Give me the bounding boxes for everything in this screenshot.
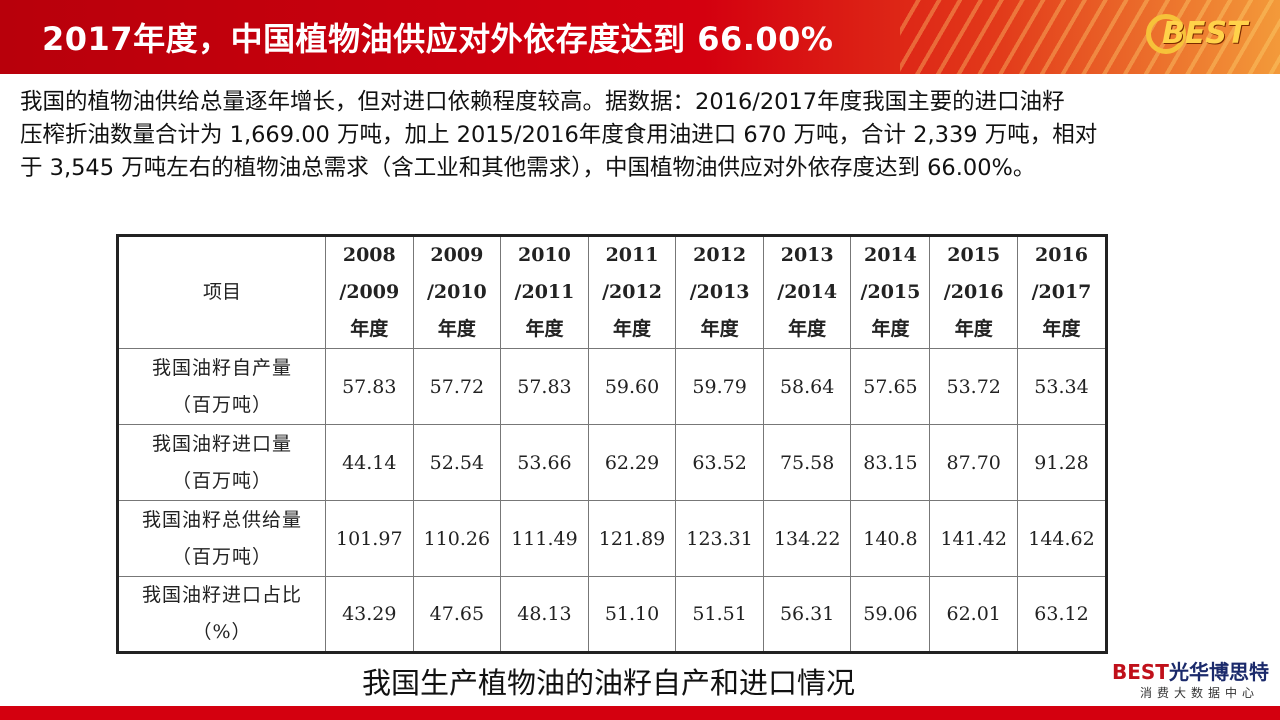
table-cell: 58.64	[762, 348, 852, 425]
table-row: 我国油籽进口量 （百万吨） 44.14 52.54 53.66 62.29 63.…	[117, 424, 1107, 501]
table-cell: 47.65	[412, 576, 502, 653]
table-cell: 56.31	[762, 576, 852, 653]
best-logo: BEST	[1140, 6, 1250, 66]
table-cell: 87.70	[929, 424, 1018, 501]
brand-latin: BEST	[1112, 660, 1169, 684]
table-cell: 53.66	[500, 424, 589, 501]
table-cell: 111.49	[500, 500, 589, 577]
table-cell: 121.89	[587, 500, 677, 577]
table-cell: 57.72	[412, 348, 502, 425]
table-cell: 123.31	[675, 500, 764, 577]
item-header: 项目	[117, 235, 326, 349]
year-header: 2008/2009 年度	[325, 235, 414, 349]
table-cell: 43.29	[325, 576, 414, 653]
paragraph-line: 于 3,545 万吨左右的植物油总需求（含工业和其他需求），中国植物油供应对外依…	[20, 155, 1036, 181]
table-cell: 134.22	[762, 500, 852, 577]
table-cell: 101.97	[325, 500, 414, 577]
table-cell: 144.62	[1017, 500, 1107, 577]
table-cell: 57.65	[850, 348, 931, 425]
brand-subtitle: 消费大数据中心	[1140, 686, 1260, 700]
logo-ring-icon	[1146, 14, 1186, 54]
paragraph-line: 我国的植物油供给总量逐年增长，但对进口依赖程度较高。据数据：2016/2017年…	[20, 89, 1065, 115]
table-caption: 我国生产植物油的油籽自产和进口情况	[362, 666, 856, 700]
table-cell: 44.14	[325, 424, 414, 501]
paragraph-line: 压榨折油数量合计为 1,669.00 万吨，加上 2015/2016年度食用油进…	[20, 122, 1098, 148]
brand-logo: BEST光华博思特 消费大数据中心	[1112, 656, 1272, 704]
table-row: 我国油籽自产量 （百万吨） 57.83 57.72 57.83 59.60 59.…	[117, 348, 1107, 425]
row-label: 我国油籽自产量 （百万吨）	[117, 348, 326, 425]
row-label: 我国油籽进口占比 （%）	[117, 576, 326, 653]
table-cell: 52.54	[412, 424, 502, 501]
table-cell: 48.13	[500, 576, 589, 653]
year-header: 2016/2017 年度	[1017, 235, 1107, 349]
oilseed-table: 项目 2008/2009 年度 2009/2010 年度 2010/2011 年度 2…	[116, 234, 1108, 654]
header-bar: 2017年度，中国植物油供应对外依存度达到 66.00% BEST	[0, 0, 1280, 74]
table-cell: 141.42	[929, 500, 1018, 577]
table-cell: 62.01	[929, 576, 1018, 653]
table-cell: 59.60	[587, 348, 677, 425]
table-cell: 51.51	[675, 576, 764, 653]
table-cell: 53.34	[1017, 348, 1107, 425]
intro-paragraph: 我国的植物油供给总量逐年增长，但对进口依赖程度较高。据数据：2016/2017年…	[20, 86, 1260, 185]
year-header: 2010/2011 年度	[500, 235, 589, 349]
table-row: 我国油籽进口占比 （%） 43.29 47.65 48.13 51.10 51.5…	[117, 576, 1107, 653]
table-cell: 57.83	[500, 348, 589, 425]
table-cell: 91.28	[1017, 424, 1107, 501]
row-label: 我国油籽进口量 （百万吨）	[117, 424, 326, 501]
table-row: 我国油籽总供给量 （百万吨） 101.97 110.26 111.49 121.8…	[117, 500, 1107, 577]
table-cell: 62.29	[587, 424, 677, 501]
table-cell: 63.52	[675, 424, 764, 501]
row-label: 我国油籽总供给量 （百万吨）	[117, 500, 326, 577]
year-header: 2009/2010 年度	[412, 235, 502, 349]
year-header: 2012/2013 年度	[675, 235, 764, 349]
table-cell: 75.58	[762, 424, 852, 501]
table-cell: 110.26	[412, 500, 502, 577]
year-header: 2011/2012 年度	[587, 235, 677, 349]
header-decoration	[900, 0, 1280, 74]
table-cell: 63.12	[1017, 576, 1107, 653]
table-header-row: 项目 2008/2009 年度 2009/2010 年度 2010/2011 年度 2…	[117, 235, 1107, 349]
brand-cn: 光华博思特	[1168, 660, 1269, 684]
table-cell: 140.8	[850, 500, 931, 577]
year-header: 2013/2014 年度	[762, 235, 852, 349]
brand-name: BEST光华博思特	[1112, 656, 1269, 685]
table-cell: 59.79	[675, 348, 764, 425]
page-title: 2017年度，中国植物油供应对外依存度达到 66.00%	[42, 20, 834, 58]
table-cell: 57.83	[325, 348, 414, 425]
logo-text: BEST	[1162, 16, 1248, 51]
table-cell: 59.06	[850, 576, 931, 653]
year-header: 2015/2016 年度	[929, 235, 1018, 349]
footer-bar	[0, 706, 1280, 720]
table-cell: 53.72	[929, 348, 1018, 425]
table-cell: 83.15	[850, 424, 931, 501]
year-header: 2014/2015 年度	[850, 235, 931, 349]
table-cell: 51.10	[587, 576, 677, 653]
